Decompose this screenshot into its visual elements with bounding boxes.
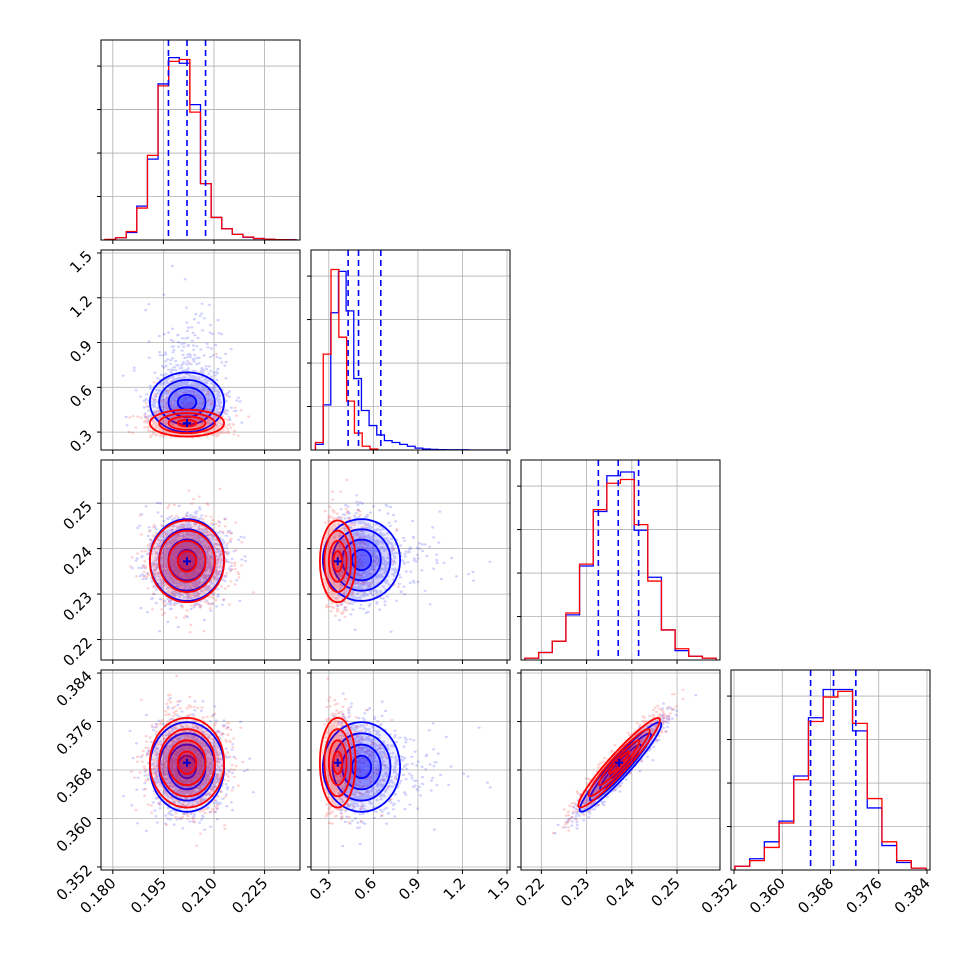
y-tick-label: 0.6 — [66, 381, 96, 411]
panel-frame — [100, 39, 301, 241]
histogram-panel-2 — [307, 249, 511, 454]
histogram-blue — [314, 270, 508, 450]
x-tick-label: 0.3 — [306, 874, 336, 904]
scatter-panel-3-1: 0.22 0.23 0.24 0.25 — [59, 459, 301, 670]
histogram-red — [734, 690, 927, 870]
scatter-points — [122, 670, 255, 847]
histogram-red — [314, 268, 379, 450]
x-tick-label: 0.225 — [228, 874, 271, 917]
scatter-points — [551, 688, 698, 835]
scatter-panel-4-3: 0.22 0.23 0.24 0.25 — [512, 669, 721, 910]
histogram-series-group — [314, 250, 508, 450]
x-tick-label: 0.352 — [698, 874, 741, 917]
x-tick-label: 0.25 — [648, 874, 684, 910]
x-tick-label: 0.210 — [178, 874, 221, 917]
mean-marker — [333, 557, 342, 566]
y-tick-label: 0.9 — [66, 337, 96, 367]
y-tick-label: 0.376 — [53, 716, 96, 759]
scatter-panel-3-2 — [307, 459, 511, 664]
mean-marker — [615, 758, 624, 767]
y-tick-label: 0.360 — [53, 813, 96, 856]
density-contour-blue — [176, 393, 198, 411]
x-tick-label: 0.9 — [395, 874, 425, 904]
scatter-panel-4-1: 0.180 0.195 0.210 0.2250.3520.3600.3680.376… — [53, 667, 301, 917]
x-tick-label: 0.376 — [842, 874, 885, 917]
mean-marker — [183, 557, 192, 566]
scatter-points — [121, 264, 251, 439]
y-tick-label: 1.5 — [66, 247, 96, 277]
x-tick-label: 0.22 — [512, 874, 548, 910]
histogram-red — [524, 478, 717, 660]
x-tick-label: 1.5 — [484, 874, 514, 904]
mean-marker — [183, 419, 192, 428]
histogram-panel-1 — [97, 39, 301, 244]
panel-frame — [100, 249, 301, 451]
histogram-series-group — [734, 670, 927, 870]
scatter-points — [129, 487, 255, 634]
panel-frame — [730, 669, 931, 871]
panel-frame — [310, 669, 511, 871]
x-tick-label: 0.23 — [557, 874, 593, 910]
y-tick-label: 1.2 — [66, 292, 96, 322]
panel-frame — [310, 459, 511, 661]
x-tick-label: 0.360 — [746, 874, 789, 917]
x-tick-label: 0.368 — [794, 874, 837, 917]
histogram-panel-3 — [517, 459, 721, 664]
histogram-series-group — [104, 40, 297, 240]
x-tick-label: 1.2 — [440, 874, 470, 904]
panel-frame — [520, 669, 721, 871]
y-tick-label: 0.24 — [59, 543, 95, 579]
x-tick-label: 0.384 — [891, 874, 934, 917]
panel-frame — [100, 459, 301, 661]
x-tick-label: 0.6 — [351, 874, 381, 904]
density-contour-blue — [331, 732, 392, 802]
y-tick-label: 0.3 — [66, 426, 96, 456]
mean-marker — [333, 758, 342, 767]
scatter-points — [319, 478, 492, 633]
y-tick-label: 0.384 — [53, 667, 96, 710]
panel-frame — [520, 459, 721, 661]
histogram-blue — [524, 471, 717, 660]
x-tick-label: 0.24 — [602, 874, 638, 910]
histogram-panel-4: 0.352 0.360 0.368 0.376 0.384 — [698, 669, 934, 917]
panel-frame — [310, 249, 511, 451]
x-tick-label: 0.195 — [127, 874, 170, 917]
scatter-panel-4-2: 0.3 0.6 0.9 1.2 1.5 — [306, 669, 514, 904]
density-contour-blue — [149, 371, 226, 433]
histogram-red — [104, 58, 297, 240]
mean-marker — [183, 758, 192, 767]
histogram-series-group — [524, 460, 717, 660]
y-tick-label: 0.368 — [53, 764, 96, 807]
panel-frame — [100, 669, 301, 871]
y-tick-label: 0.22 — [59, 634, 95, 670]
scatter-points — [319, 677, 510, 848]
y-tick-label: 0.23 — [59, 588, 95, 624]
y-tick-label: 0.25 — [59, 497, 95, 533]
